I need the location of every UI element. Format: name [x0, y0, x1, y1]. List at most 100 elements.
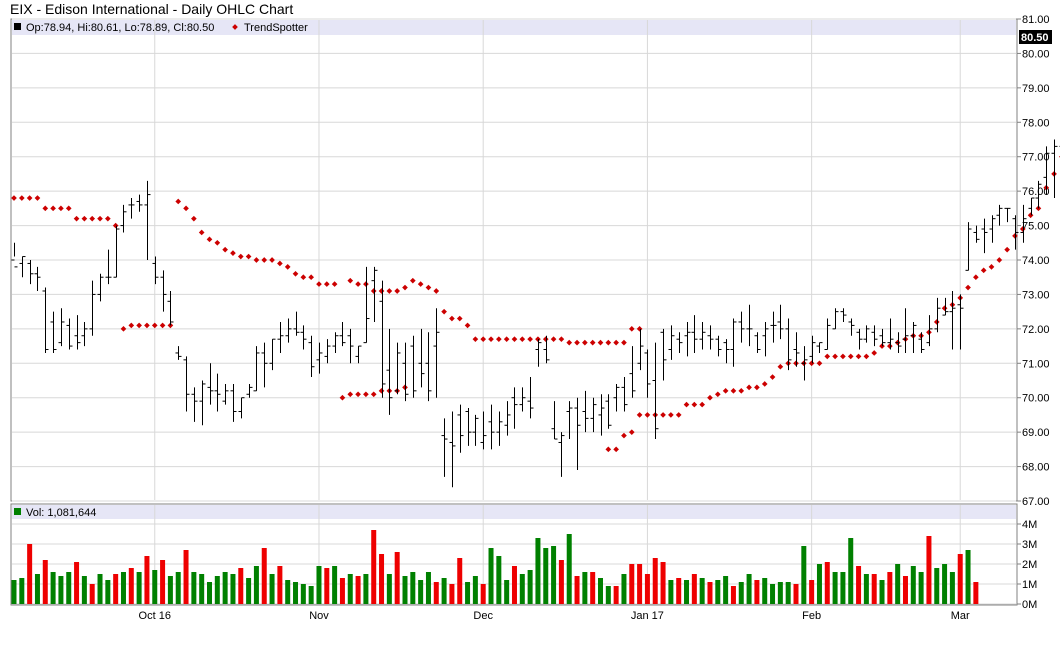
trend-point [613, 446, 619, 453]
ohlc-bar [848, 318, 855, 336]
volume-bar [511, 566, 517, 604]
volume-bar [777, 582, 783, 604]
ohlc-bar [277, 321, 284, 353]
ohlc-bar [707, 325, 714, 350]
volume-bar [58, 576, 64, 604]
ohlc-bar [809, 335, 816, 364]
ohlc-bar [965, 222, 972, 271]
price-tick-label: 74.00 [1022, 255, 1050, 267]
trend-point [1019, 226, 1026, 232]
volume-bar [629, 564, 635, 604]
volume-bar [973, 582, 979, 604]
ohlc-bar [840, 308, 847, 322]
ohlc-bar [543, 335, 550, 364]
volume-bar [488, 548, 494, 604]
ohlc-bar [386, 328, 393, 415]
price-tick-label: 80.00 [1022, 48, 1050, 60]
volume-bar [754, 580, 760, 604]
trend-point [1004, 246, 1010, 253]
trend-point [777, 363, 784, 370]
volume-bar [136, 572, 142, 604]
ohlc-bar [824, 318, 831, 351]
volume-bar [848, 538, 854, 604]
trend-point [628, 429, 635, 435]
ohlc-bar [214, 373, 221, 412]
ohlc-bar [637, 328, 644, 371]
trend-point [542, 336, 549, 343]
volume-bar [300, 584, 306, 604]
ohlc-bar [879, 328, 886, 347]
trend-point [738, 388, 745, 394]
price-tick-label: 71.00 [1022, 358, 1050, 370]
ohlc-bar [918, 332, 925, 353]
ohlc-bar [410, 335, 417, 398]
trend-point [855, 353, 862, 360]
volume-bar [519, 574, 525, 604]
trend-point [589, 339, 596, 346]
volume-bar [457, 558, 463, 604]
volume-bar [152, 570, 158, 604]
trend-point [699, 401, 705, 408]
ohlc-bar [613, 383, 620, 412]
trend-point [683, 401, 690, 408]
volume-bar [738, 582, 744, 604]
ohlc-bar [355, 345, 362, 364]
chart-title: EIX - Edison International - Daily OHLC … [10, 1, 294, 17]
trend-point [402, 284, 408, 291]
volume-bar [379, 554, 385, 604]
trend-point [769, 374, 776, 380]
ohlc-bar [957, 294, 964, 350]
ohlc-bar [676, 332, 683, 353]
ohlc-bar [1035, 180, 1042, 209]
volume-bar [207, 582, 212, 604]
trend-point [355, 281, 361, 287]
ohlc-bar [457, 404, 464, 453]
volume-bar [81, 576, 87, 604]
trend-point [284, 264, 291, 270]
ohlc-bar [144, 180, 151, 260]
volume-bar [222, 572, 228, 604]
trend-point [714, 391, 721, 398]
trend-point [816, 360, 823, 367]
last-price-box [1019, 30, 1052, 44]
trend-point [550, 336, 557, 343]
trend-point [214, 239, 221, 246]
trend-point [417, 281, 424, 287]
volume-bar [652, 558, 658, 604]
volume-bar [160, 560, 166, 604]
trend-point [761, 381, 768, 387]
trend-point [128, 322, 135, 329]
volume-bar [856, 566, 862, 604]
volume-bar [590, 572, 596, 604]
volume-bar [238, 568, 244, 604]
volume-bar [465, 582, 471, 604]
ohlc-bar [402, 342, 409, 402]
volume-bar [668, 580, 674, 604]
ohlc-bar [832, 308, 839, 330]
volume-bar [363, 574, 369, 604]
trend-point [824, 353, 831, 360]
trend-point [308, 274, 314, 281]
volume-bar [191, 572, 197, 604]
trend-point [691, 401, 698, 408]
volume-bar [637, 564, 643, 604]
ohlc-bar [19, 256, 26, 278]
volume-bar [840, 572, 846, 604]
volume-bar [863, 574, 869, 604]
ohlc-bar [1043, 146, 1050, 195]
volume-bar [723, 576, 729, 604]
ohlc-bar [418, 328, 425, 388]
trend-point [81, 215, 88, 222]
trend-point [847, 353, 854, 360]
trend-point [621, 432, 627, 439]
ohlc-bar [207, 363, 214, 405]
last-price-label: 80.50 [1021, 32, 1049, 44]
x-tick-label: Jan 17 [631, 610, 664, 622]
volume-bar [27, 544, 33, 604]
volume-bar [934, 568, 940, 604]
ohlc-bar [253, 346, 260, 392]
trend-point [863, 353, 870, 360]
ohlc-bar [50, 311, 57, 353]
volume-bar [246, 578, 252, 604]
